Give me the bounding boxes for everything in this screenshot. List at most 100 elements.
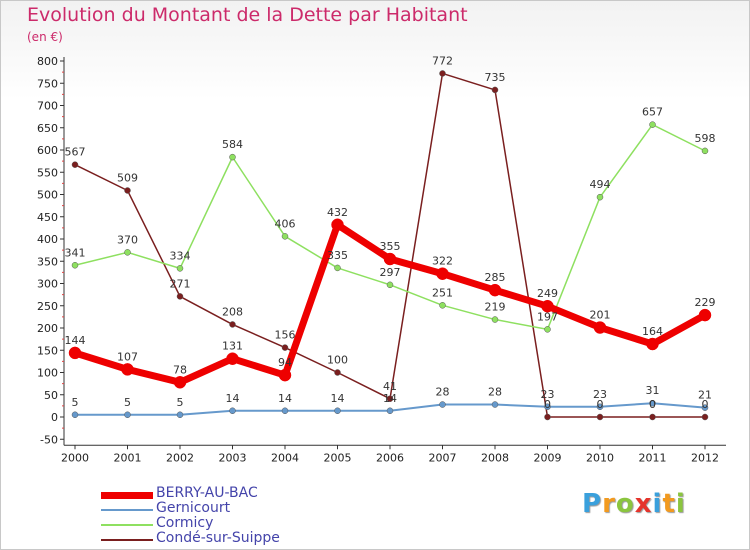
x-tick-label: 2002 xyxy=(166,451,194,464)
legend: BERRY-AU-BAC Gernicourt Cormicy Condé-su… xyxy=(101,485,361,547)
data-label-gernicourt: 23 xyxy=(541,388,555,401)
data-point-gernicourt xyxy=(701,404,709,411)
data-point-berry-au-bac xyxy=(121,363,134,376)
chart-title: Evolution du Montant de la Dette par Hab… xyxy=(27,4,468,26)
y-tick-label: 450 xyxy=(37,211,58,224)
x-tick-label: 2006 xyxy=(376,451,404,464)
x-tick-label: 2001 xyxy=(114,451,142,464)
data-point-cond-sur-suippe xyxy=(491,86,499,94)
data-point-berry-au-bac xyxy=(226,352,239,365)
data-label-berry-au-bac: 164 xyxy=(642,325,663,338)
data-label-berry-au-bac: 432 xyxy=(327,206,348,219)
y-tick-label: 0 xyxy=(51,411,58,424)
data-point-cond-sur-suippe xyxy=(281,344,289,351)
legend-swatch-berry-au-bac xyxy=(101,491,153,499)
data-label-berry-au-bac: 285 xyxy=(485,271,506,284)
data-point-cormicy xyxy=(491,316,499,323)
data-label-gernicourt: 23 xyxy=(593,388,607,401)
data-label-berry-au-bac: 78 xyxy=(173,363,187,376)
logo-letter: r xyxy=(602,489,616,519)
data-label-berry-au-bac: 131 xyxy=(222,340,243,353)
x-tick-label: 2005 xyxy=(324,451,352,464)
x-tick-label: 2009 xyxy=(534,451,562,464)
data-point-cond-sur-suippe xyxy=(701,413,709,421)
data-point-berry-au-bac xyxy=(383,252,397,266)
data-point-cormicy xyxy=(71,262,79,269)
data-point-cormicy xyxy=(334,264,341,272)
logo-letter: o xyxy=(615,489,635,519)
legend-swatch-conde-sur-suippe xyxy=(101,539,153,541)
data-point-berry-au-bac xyxy=(68,346,82,360)
data-label-cormicy: 297 xyxy=(380,266,401,279)
data-point-cormicy xyxy=(176,265,184,272)
data-point-cormicy xyxy=(124,249,131,256)
data-point-cond-sur-suippe xyxy=(124,187,131,194)
data-point-gernicourt xyxy=(439,401,446,408)
data-label-cormicy: 406 xyxy=(275,217,296,230)
y-tick-label: 800 xyxy=(37,55,58,68)
data-label-gernicourt: 28 xyxy=(488,386,502,399)
legend-item-conde-sur-suippe: Condé-sur-Suippe xyxy=(101,530,361,547)
data-label-cormicy: 494 xyxy=(590,178,611,191)
data-point-cormicy xyxy=(439,302,446,309)
x-tick-label: 2007 xyxy=(429,451,457,464)
y-tick-label: 150 xyxy=(37,344,58,357)
legend-label-cormicy: Cormicy xyxy=(156,515,214,531)
x-tick-label: 2012 xyxy=(691,451,719,464)
data-label-berry-au-bac: 249 xyxy=(537,287,558,300)
data-point-cormicy xyxy=(281,233,289,240)
data-point-berry-au-bac xyxy=(278,368,292,382)
proxiti-logo: Proxiti xyxy=(582,489,686,519)
data-label-berry-au-bac: 94 xyxy=(278,356,292,369)
logo-letter: P xyxy=(582,489,603,519)
data-point-gernicourt xyxy=(649,399,656,407)
data-point-cond-sur-suippe xyxy=(439,70,446,77)
x-tick-label: 2003 xyxy=(219,451,247,464)
data-label-gernicourt: 5 xyxy=(177,396,184,409)
data-label-cormicy: 341 xyxy=(65,246,86,259)
data-point-berry-au-bac xyxy=(173,376,187,389)
data-label-gernicourt: 28 xyxy=(436,386,450,399)
data-label-cond-sur-suippe: 0 xyxy=(649,398,656,411)
data-label-cond-sur-suippe: 156 xyxy=(275,329,296,342)
logo-letter: i xyxy=(652,489,663,519)
data-point-cormicy xyxy=(649,121,656,128)
data-label-gernicourt: 14 xyxy=(226,392,240,405)
y-tick-label: 700 xyxy=(37,100,58,113)
data-label-cond-sur-suippe: 271 xyxy=(170,277,191,290)
data-point-gernicourt xyxy=(386,407,394,415)
logo-letter: i xyxy=(675,489,686,519)
data-point-gernicourt xyxy=(491,401,499,408)
data-point-cond-sur-suippe xyxy=(649,413,656,421)
data-label-cond-sur-suippe: 0 xyxy=(702,398,709,411)
data-label-gernicourt: 31 xyxy=(646,384,660,397)
y-tick-label: 500 xyxy=(37,189,58,202)
logo-letter: x xyxy=(634,489,653,519)
x-tick-label: 2010 xyxy=(586,451,614,464)
data-point-cormicy xyxy=(701,147,709,155)
data-label-cond-sur-suippe: 509 xyxy=(117,171,138,184)
legend-swatch-cormicy xyxy=(101,524,153,526)
data-label-berry-au-bac: 229 xyxy=(695,296,716,309)
data-point-berry-au-bac xyxy=(698,308,712,322)
data-point-berry-au-bac xyxy=(593,321,607,334)
x-tick-label: 2011 xyxy=(639,451,667,464)
data-point-gernicourt xyxy=(544,403,551,411)
data-label-cormicy: 335 xyxy=(327,249,348,262)
data-label-cond-sur-suippe: 0 xyxy=(597,398,604,411)
data-label-berry-au-bac: 201 xyxy=(590,309,611,322)
data-point-cormicy xyxy=(596,193,604,201)
data-point-cond-sur-suippe xyxy=(596,413,604,421)
data-label-berry-au-bac: 107 xyxy=(117,350,138,363)
x-tick-label: 2008 xyxy=(481,451,509,464)
data-point-berry-au-bac xyxy=(331,218,344,232)
legend-item-cormicy: Cormicy xyxy=(101,515,361,532)
data-point-cond-sur-suippe xyxy=(334,369,341,376)
y-tick-label: 350 xyxy=(37,255,58,268)
data-point-gernicourt xyxy=(71,411,79,419)
data-point-cormicy xyxy=(386,281,394,289)
data-point-gernicourt xyxy=(229,407,236,415)
data-point-gernicourt xyxy=(596,403,604,411)
data-label-gernicourt: 14 xyxy=(331,392,345,405)
data-label-cond-sur-suippe: 208 xyxy=(222,305,243,318)
